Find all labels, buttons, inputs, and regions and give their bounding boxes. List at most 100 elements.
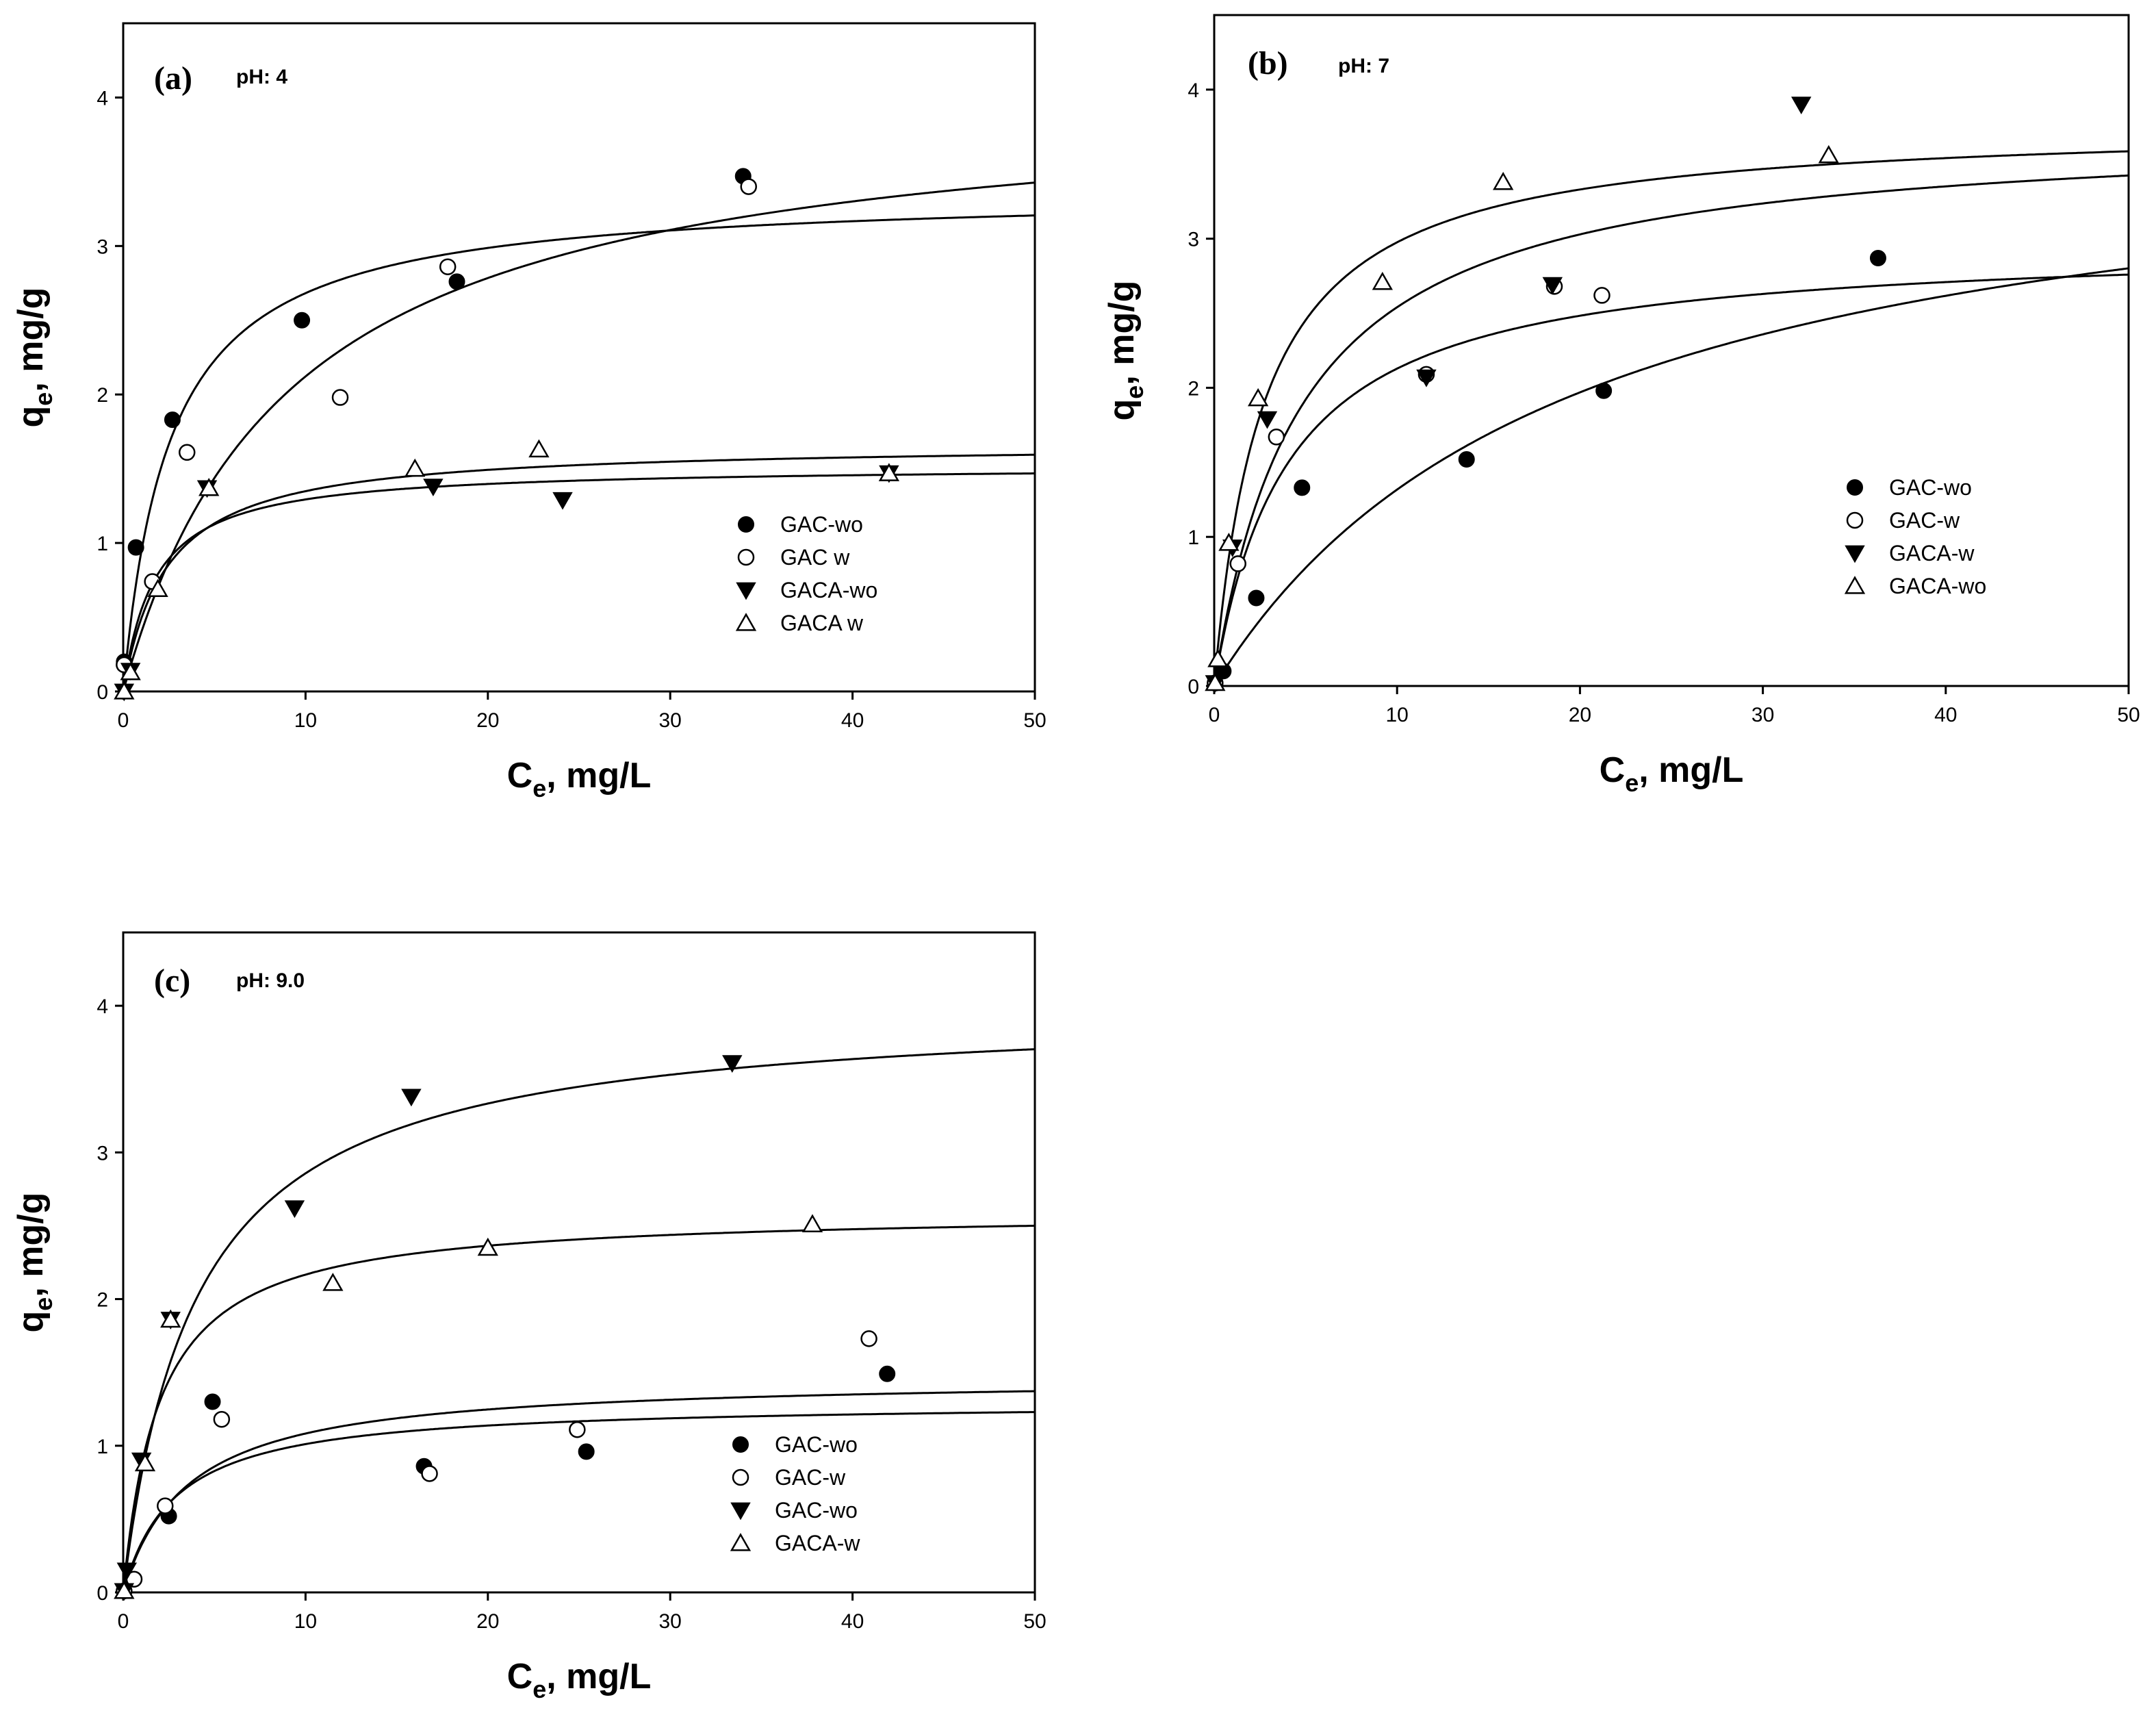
legend-marker: [1845, 545, 1865, 563]
y-tick-label: 2: [1188, 377, 1199, 400]
y-tick-label: 2: [97, 1289, 108, 1312]
fit-curves: [1214, 150, 2129, 686]
legend: GAC-wo GAC-w GAC-wo GACA-w: [730, 1432, 860, 1555]
legend-marker: [1844, 576, 1866, 594]
data-point: [1257, 411, 1278, 429]
series-3: [1205, 144, 1839, 691]
data-point: [405, 458, 426, 477]
data-point: [120, 661, 141, 680]
legend-marker: [732, 1468, 749, 1486]
y-tick-label: 4: [1188, 79, 1199, 102]
x-tick-label: 10: [294, 1610, 317, 1633]
x-tick-label: 30: [1751, 704, 1774, 726]
legend-marker: [737, 548, 755, 566]
data-point: [1869, 249, 1886, 266]
data-point: [1248, 589, 1265, 607]
data-point: [1294, 479, 1311, 496]
data-point: [879, 1365, 896, 1382]
y-axis-title: qe, mg/g: [11, 288, 57, 428]
legend-label: GAC w: [780, 545, 850, 570]
legend-label: GAC-wo: [1889, 475, 1972, 500]
x-tick-label: 40: [841, 709, 864, 732]
fit-curves: [123, 1048, 1035, 1592]
data-point: [322, 1273, 344, 1291]
chart-panel-2: 0 10 20 30 40 50 0 1 2 3 4 Ce, mg/L qe, mg/g (c) pH: 9…: [11, 931, 1047, 1703]
x-tick-label: 0: [118, 709, 129, 732]
data-point: [740, 178, 758, 195]
data-point: [401, 1089, 422, 1107]
fit-curve: [123, 181, 1035, 691]
data-point: [1247, 387, 1269, 407]
legend-marker: [732, 1436, 749, 1453]
data-point: [331, 389, 349, 406]
series-1: [116, 178, 758, 674]
data-point: [423, 479, 444, 497]
x-tick-label: 20: [476, 1610, 499, 1633]
y-axis-title: qe, mg/g: [11, 1193, 57, 1333]
x-tick-label: 10: [294, 709, 317, 732]
legend-marker: [1846, 511, 1864, 529]
legend: GAC-wo GAC-w GACA-w GACA-wo: [1844, 475, 1986, 598]
series-0: [116, 168, 752, 670]
legend-marker: [1847, 479, 1863, 496]
data-point: [198, 477, 220, 496]
legend-label: GACA-wo: [1889, 574, 1986, 598]
x-tick-label: 0: [118, 1610, 129, 1633]
fit-curve: [1214, 267, 2129, 686]
fit-curve: [1214, 150, 2129, 686]
data-point: [1493, 172, 1514, 190]
y-tick-label: 1: [97, 1436, 108, 1458]
x-tick-label: 50: [1023, 709, 1046, 732]
legend-label: GACA w: [780, 611, 864, 635]
fit-curve: [123, 1048, 1035, 1592]
fit-curve: [123, 472, 1035, 691]
series-3: [114, 1214, 823, 1599]
x-tick-label: 30: [659, 1610, 682, 1633]
legend-label: GACA-wo: [780, 578, 877, 602]
plot-frame: [122, 22, 1036, 693]
fit-curve: [123, 453, 1035, 691]
data-point: [1229, 555, 1246, 572]
data-point: [578, 1443, 595, 1460]
fit-curve: [1214, 174, 2129, 686]
legend-label: GAC-w: [775, 1465, 846, 1490]
data-point: [1268, 429, 1285, 446]
y-tick-label: 3: [1188, 229, 1199, 251]
data-point: [284, 1200, 305, 1219]
fit-curve: [123, 1390, 1035, 1592]
x-tick-label: 20: [1569, 704, 1591, 726]
data-point: [213, 1410, 231, 1428]
fit-curve: [123, 214, 1035, 691]
y-tick-label: 3: [97, 236, 108, 258]
x-tick-label: 40: [1934, 704, 1957, 726]
y-tick-label: 4: [97, 995, 108, 1018]
data-point: [116, 1562, 138, 1581]
data-point: [421, 1465, 438, 1482]
data-point: [552, 492, 573, 510]
data-point: [294, 311, 311, 329]
data-point: [801, 1214, 823, 1232]
x-axis-title: Ce, mg/L: [507, 756, 652, 802]
data-point: [1791, 97, 1812, 115]
data-point: [1458, 450, 1475, 468]
legend-label: GACA-w: [1889, 541, 1975, 565]
ph-condition-label: pH: 4: [236, 66, 287, 88]
data-point: [1207, 648, 1229, 667]
x-tick-label: 0: [1209, 704, 1220, 726]
data-point: [1205, 672, 1226, 691]
data-point: [569, 1421, 586, 1438]
legend-marker: [730, 1502, 751, 1521]
legend-label: GAC-wo: [780, 512, 863, 537]
fit-curve: [123, 1224, 1035, 1592]
data-point: [1416, 369, 1437, 387]
x-axis-title: Ce, mg/L: [507, 1657, 652, 1703]
data-point: [477, 1237, 498, 1256]
panel-label: (c): [154, 963, 190, 999]
x-tick-label: 50: [1023, 1610, 1046, 1633]
x-tick-label: 40: [841, 1610, 864, 1633]
y-axis-title: qe, mg/g: [1102, 281, 1148, 421]
data-point: [178, 444, 196, 461]
x-tick-label: 30: [659, 709, 682, 732]
chart-panel-1: 0 10 20 30 40 50 0 1 2 3 4 Ce, mg/L qe, mg/g (b) pH: 7…: [1102, 14, 2140, 797]
